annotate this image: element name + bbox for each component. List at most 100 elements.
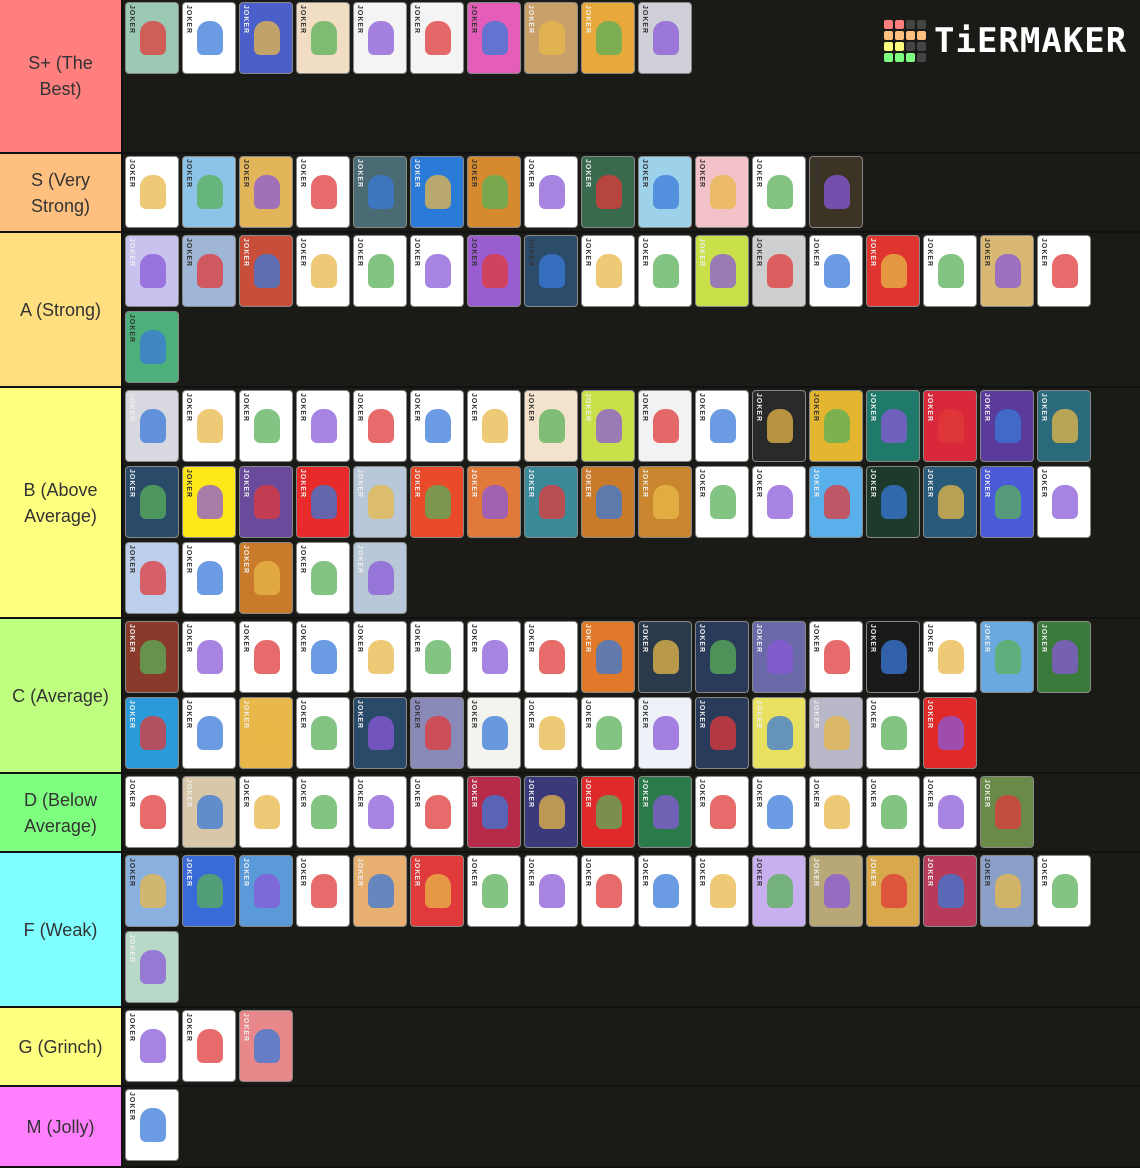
joker-card[interactable]: JOKER <box>923 621 977 693</box>
joker-card[interactable]: JOKER <box>752 621 806 693</box>
joker-card[interactable]: JOKER <box>809 621 863 693</box>
joker-card[interactable]: JOKER <box>809 235 863 307</box>
joker-card[interactable]: JOKER <box>239 697 293 769</box>
joker-card[interactable]: JOKER <box>125 776 179 848</box>
joker-card[interactable]: JOKER <box>695 466 749 538</box>
joker-card[interactable]: JOKER <box>410 776 464 848</box>
joker-card[interactable]: JOKER <box>353 621 407 693</box>
joker-card[interactable]: JOKER <box>809 466 863 538</box>
joker-card[interactable]: JOKER <box>239 542 293 614</box>
joker-card[interactable]: JOKER <box>866 621 920 693</box>
joker-card[interactable]: JOKER <box>524 776 578 848</box>
joker-card[interactable]: JOKER <box>410 390 464 462</box>
joker-card[interactable]: JOKER <box>866 235 920 307</box>
joker-card[interactable]: JOKER <box>125 542 179 614</box>
joker-card[interactable]: JOKER <box>125 390 179 462</box>
joker-card[interactable]: JOKER <box>182 2 236 74</box>
joker-card[interactable]: JOKER <box>353 776 407 848</box>
joker-card[interactable]: JOKER <box>296 466 350 538</box>
joker-card[interactable]: JOKER <box>695 390 749 462</box>
joker-card[interactable]: JOKER <box>125 311 179 383</box>
joker-card[interactable]: JOKER <box>467 156 521 228</box>
joker-card[interactable]: JOKER <box>182 466 236 538</box>
joker-card[interactable]: JOKER <box>239 1010 293 1082</box>
joker-card[interactable]: JOKER <box>980 466 1034 538</box>
joker-card[interactable]: JOKER <box>809 697 863 769</box>
joker-card[interactable]: JOKER <box>467 776 521 848</box>
joker-card[interactable]: JOKER <box>524 466 578 538</box>
joker-card[interactable]: JOKER <box>695 855 749 927</box>
joker-card[interactable]: JOKER <box>296 697 350 769</box>
joker-card[interactable]: JOKER <box>524 855 578 927</box>
joker-card[interactable]: JOKER <box>980 235 1034 307</box>
joker-card[interactable]: JOKER <box>866 776 920 848</box>
joker-card[interactable]: JOKER <box>1037 855 1091 927</box>
joker-card[interactable]: JOKER <box>182 390 236 462</box>
joker-card[interactable]: JOKER <box>1037 621 1091 693</box>
joker-card[interactable]: JOKER <box>638 697 692 769</box>
joker-card[interactable]: JOKER <box>182 542 236 614</box>
tier-label[interactable]: S (Very Strong) <box>0 154 123 231</box>
joker-card[interactable]: JOKER <box>581 776 635 848</box>
joker-card[interactable]: JOKER <box>980 855 1034 927</box>
tiermaker-logo[interactable]: TiERMAKER <box>884 20 1127 62</box>
joker-card[interactable]: JOKER <box>638 466 692 538</box>
joker-card[interactable]: JOKER <box>125 1010 179 1082</box>
joker-card[interactable]: JOKER <box>239 235 293 307</box>
joker-card[interactable]: JOKER <box>182 697 236 769</box>
joker-card[interactable]: JOKER <box>182 156 236 228</box>
tier-label[interactable]: B (Above Average) <box>0 388 123 617</box>
joker-card[interactable]: JOKER <box>524 697 578 769</box>
joker-card[interactable]: JOKER <box>752 235 806 307</box>
tier-label[interactable]: S+ (The Best) <box>0 0 123 152</box>
tier-label[interactable]: A (Strong) <box>0 233 123 386</box>
joker-card[interactable]: JOKER <box>866 697 920 769</box>
joker-card[interactable]: JOKER <box>296 542 350 614</box>
joker-card[interactable]: JOKER <box>581 390 635 462</box>
joker-card[interactable]: JOKER <box>638 2 692 74</box>
joker-card[interactable]: JOKER <box>467 390 521 462</box>
joker-card[interactable]: JOKER <box>695 776 749 848</box>
tier-label[interactable]: F (Weak) <box>0 853 123 1006</box>
joker-card[interactable]: JOKER <box>125 2 179 74</box>
joker-card[interactable]: JOKER <box>866 466 920 538</box>
joker-card[interactable]: JOKER <box>182 621 236 693</box>
tier-label[interactable]: C (Average) <box>0 619 123 772</box>
joker-card[interactable]: JOKER <box>182 235 236 307</box>
joker-card[interactable]: JOKER <box>125 235 179 307</box>
joker-card[interactable]: JOKER <box>296 390 350 462</box>
joker-card[interactable]: JOKER <box>809 156 863 228</box>
joker-card[interactable]: JOKER <box>923 697 977 769</box>
joker-card[interactable]: JOKER <box>467 235 521 307</box>
joker-card[interactable]: JOKER <box>695 621 749 693</box>
joker-card[interactable]: JOKER <box>752 697 806 769</box>
joker-card[interactable]: JOKER <box>239 776 293 848</box>
joker-card[interactable]: JOKER <box>296 156 350 228</box>
joker-card[interactable]: JOKER <box>980 776 1034 848</box>
joker-card[interactable]: JOKER <box>752 466 806 538</box>
joker-card[interactable]: JOKER <box>581 466 635 538</box>
joker-card[interactable]: JOKER <box>296 855 350 927</box>
joker-card[interactable]: JOKER <box>866 855 920 927</box>
tier-label[interactable]: D (Below Average) <box>0 774 123 851</box>
joker-card[interactable]: JOKER <box>296 621 350 693</box>
joker-card[interactable]: JOKER <box>353 2 407 74</box>
joker-card[interactable]: JOKER <box>923 776 977 848</box>
joker-card[interactable]: JOKER <box>1037 235 1091 307</box>
joker-card[interactable]: JOKER <box>125 697 179 769</box>
joker-card[interactable]: JOKER <box>125 466 179 538</box>
joker-card[interactable]: JOKER <box>809 776 863 848</box>
joker-card[interactable]: JOKER <box>353 156 407 228</box>
joker-card[interactable]: JOKER <box>239 855 293 927</box>
joker-card[interactable]: JOKER <box>239 2 293 74</box>
joker-card[interactable]: JOKER <box>695 156 749 228</box>
joker-card[interactable]: JOKER <box>980 390 1034 462</box>
joker-card[interactable]: JOKER <box>980 621 1034 693</box>
joker-card[interactable]: JOKER <box>923 235 977 307</box>
joker-card[interactable]: JOKER <box>125 1089 179 1161</box>
joker-card[interactable]: JOKER <box>353 855 407 927</box>
joker-card[interactable]: JOKER <box>581 156 635 228</box>
joker-card[interactable]: JOKER <box>581 621 635 693</box>
joker-card[interactable]: JOKER <box>296 2 350 74</box>
joker-card[interactable]: JOKER <box>467 855 521 927</box>
